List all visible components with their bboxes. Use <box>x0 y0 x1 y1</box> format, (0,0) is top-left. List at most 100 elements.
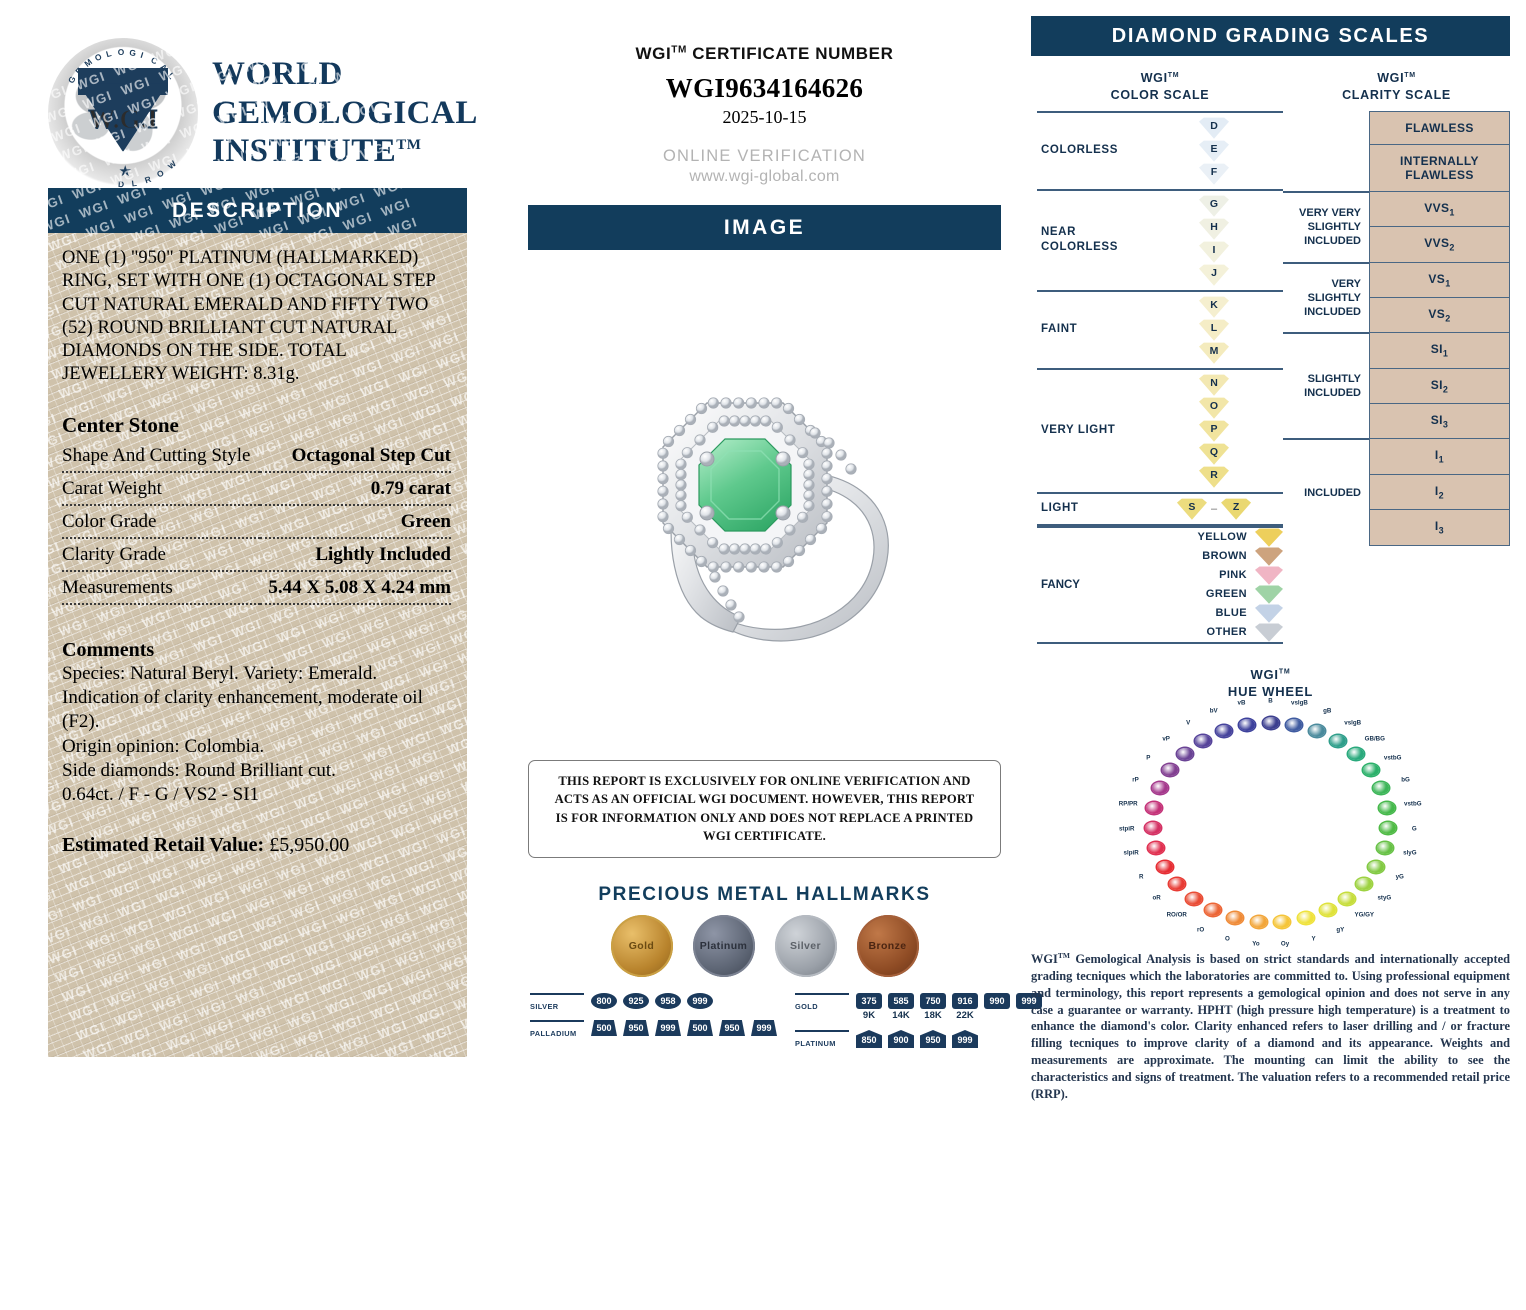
hue-node <box>1250 916 1267 929</box>
comment-line: 0.64ct. / F - G / VS2 - SI1 <box>62 784 260 806</box>
center-stone-title: Center Stone <box>62 412 179 437</box>
clarity-cell: SI2 <box>1369 367 1510 404</box>
spec-label: Clarity Grade <box>62 537 260 572</box>
hue-label: rO <box>1197 926 1205 933</box>
clarity-group: SLIGHTLY INCLUDED SI1 SI2 SI3 <box>1283 332 1510 439</box>
clarity-cell: FLAWLESS <box>1369 110 1510 144</box>
spec-row: Color Grade Green <box>62 504 451 539</box>
clarity-group: INCLUDED I1 I2 I3 <box>1283 438 1510 546</box>
hue-node <box>1297 912 1314 925</box>
estimated-retail-value: Estimated Retail Value: £5,950.00 <box>62 834 451 857</box>
color-group-label: NEAR COLORLESS <box>1041 226 1118 254</box>
diamond-icon-J: J <box>1199 264 1229 286</box>
color-group-near-colorless: NEAR COLORLESS G H I J <box>1037 188 1283 290</box>
retail-label: Estimated Retail Value: <box>62 833 265 856</box>
spec-value: Lightly Included <box>259 537 451 572</box>
hue-node <box>1144 821 1161 834</box>
hallmark-fineness: 950 <box>719 1020 745 1036</box>
hallmark-fineness: 990 <box>984 993 1010 1009</box>
diamond-icon-S: S <box>1176 498 1207 520</box>
color-group-label: COLORLESS <box>1041 144 1118 157</box>
verification-url[interactable]: www.wgi-global.com <box>689 168 840 185</box>
comment-line: Origin opinion: Colombia. <box>62 735 265 757</box>
hallmark-fineness: 375 <box>856 993 882 1009</box>
clarity-group: FLAWLESS INTERNALLY FLAWLESS <box>1283 110 1510 191</box>
center-stone-specs: Shape And Cutting Style Octagonal Step Cu… <box>62 439 451 605</box>
hallmark-row-platinum: PLATINUM 850 900 950 999 <box>795 1030 1042 1048</box>
spec-row: Carat Weight 0.79 carat <box>62 471 451 506</box>
description-header: DESCRIPTION <box>48 188 467 233</box>
diamond-icon-P: P <box>1199 420 1229 442</box>
hue-node <box>1319 904 1336 917</box>
clarity-group-label <box>1283 111 1369 191</box>
spec-label: Carat Weight <box>62 471 260 506</box>
diamond-icon-R: R <box>1199 466 1229 488</box>
hue-label: yG <box>1395 873 1404 881</box>
hallmark-chip: 999 <box>655 1020 681 1036</box>
clarity-group-label: INCLUDED <box>1283 438 1369 545</box>
diamond-icon-Q: Q <box>1199 443 1229 465</box>
hue-node <box>1379 801 1396 814</box>
color-group-label: LIGHT <box>1041 502 1079 515</box>
hallmark-chip: 500 <box>591 1020 617 1036</box>
clarity-scale-title: WGITM CLARITY SCALE <box>1342 71 1451 102</box>
hue-label: G <box>1411 825 1417 833</box>
hue-label: V <box>1186 719 1191 727</box>
hallmark-fineness: 999 <box>655 1020 681 1036</box>
hue-node <box>1215 724 1232 737</box>
color-group-label: FAINT <box>1041 323 1078 336</box>
hue-label: gB <box>1323 707 1332 715</box>
comments-title: Comments <box>62 638 155 661</box>
hue-label: P <box>1146 754 1151 762</box>
hallmark-chip: 950 <box>920 1030 946 1048</box>
color-scale: WGITM COLOR SCALE COLORLESS D E F NEAR COLOR… <box>1031 70 1283 644</box>
hue-node <box>1151 782 1168 795</box>
hue-label: Y <box>1311 935 1316 943</box>
spec-row: Measurements 5.44 X 5.08 X 4.24 mm <box>62 570 451 605</box>
fancy-color-row: OTHER <box>1115 623 1283 642</box>
spec-row: Clarity Grade Lightly Included <box>62 537 451 572</box>
spec-label: Measurements <box>62 570 260 605</box>
logo-initials: W.G.I <box>88 104 159 135</box>
hallmark-fineness: 999 <box>751 1020 777 1036</box>
hue-node <box>1148 841 1165 854</box>
brand-name: WORLD GEMOLOGICAL INSTITUTETM <box>212 55 478 172</box>
wgi-logo-icon: GEMOLOGICALWORLD W.G.I ★ <box>48 38 198 189</box>
hallmark-chip: 500 <box>687 1020 713 1036</box>
hue-label: GB/BG <box>1364 735 1385 743</box>
hallmark-fineness: 500 <box>591 1020 617 1036</box>
hue-label: vstbG <box>1383 754 1402 762</box>
hue-label: vB <box>1237 699 1246 707</box>
diamond-icon-brown <box>1255 547 1283 566</box>
diamond-icon-blue <box>1255 604 1283 623</box>
clarity-cell: I1 <box>1369 438 1510 474</box>
hue-node <box>1205 904 1222 917</box>
report-disclaimer: THIS REPORT IS EXCLUSIVELY FOR ONLINE VE… <box>528 760 1001 858</box>
certificate-number: WGI9634164626 <box>665 73 864 103</box>
fancy-color-label: OTHER <box>1206 626 1247 639</box>
clarity-cells: VVS1 VVS2 <box>1369 190 1510 262</box>
hue-node <box>1329 734 1346 747</box>
hue-node <box>1274 916 1291 929</box>
hue-label: YG/GY <box>1354 911 1375 919</box>
diamond-icon-I: I <box>1199 241 1229 263</box>
certificate-date: 2025-10-15 <box>722 107 807 127</box>
hue-node <box>1156 860 1173 873</box>
hue-node <box>1262 716 1279 729</box>
clarity-cell: SI3 <box>1369 403 1510 439</box>
hallmark-fineness: 999 <box>952 1030 978 1048</box>
diamond-icon-pink <box>1255 566 1283 585</box>
hallmark-fineness: 800 <box>591 993 617 1009</box>
clarity-cell: VVS2 <box>1369 226 1510 262</box>
hallmark-chip: 999 <box>952 1030 978 1048</box>
hue-node <box>1195 734 1212 747</box>
fancy-color-row: YELLOW <box>1115 528 1283 547</box>
hallmark-chip: 999 <box>1016 993 1042 1009</box>
diamond-icon-green <box>1255 585 1283 604</box>
hue-node <box>1373 782 1390 795</box>
trademark-symbol: TM <box>396 137 422 154</box>
coin-label: Silver <box>789 940 821 952</box>
